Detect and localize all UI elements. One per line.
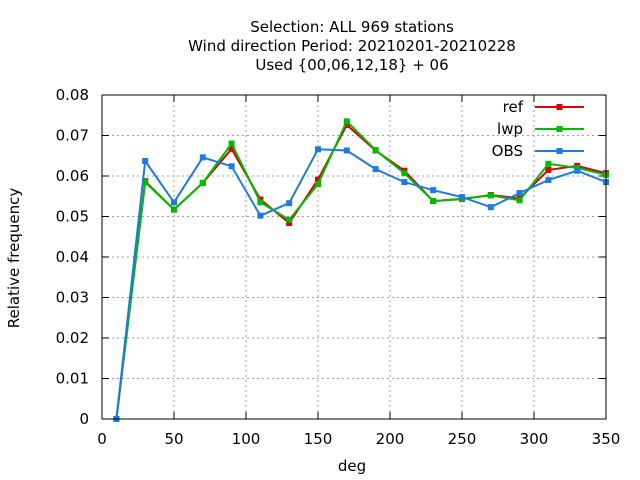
data-point-lwp [401,170,408,177]
x-tick-label: 200 [376,430,405,448]
legend-label-ref: ref [503,98,524,116]
legend-label-lwp: lwp [497,120,523,138]
series-OBS [113,146,609,422]
x-tick-label: 250 [448,430,477,448]
y-tick-label: 0.04 [56,248,89,266]
data-point-OBS [545,177,552,184]
plot-frame [101,94,607,420]
data-point-lwp [286,216,293,223]
x-tick-label: 150 [304,430,333,448]
data-point-ref [545,166,552,173]
grid-lines [102,95,606,419]
data-point-OBS [343,147,350,154]
data-point-lwp [487,192,494,199]
chart-title: Selection: ALL 969 stations Wind directi… [188,18,516,74]
x-tick-label: 300 [520,430,549,448]
legend-label-OBS: OBS [492,142,523,160]
x-axis-label: deg [338,457,366,475]
series-lwp [113,118,609,422]
data-point-lwp [516,197,523,204]
data-point-lwp [545,160,552,167]
series-line-OBS [115,148,607,420]
data-point-OBS [487,204,494,211]
title-line-3: Used {00,06,12,18} + 06 [255,56,448,74]
data-point-lwp [372,147,379,154]
y-tick-label: 0.03 [56,289,89,307]
x-tick-label: 50 [164,430,183,448]
data-point-lwp [430,198,437,205]
title-line-1: Selection: ALL 969 stations [250,18,454,36]
data-point-lwp [343,118,350,125]
x-tick-label: 100 [232,430,261,448]
x-tick-label: 0 [97,430,107,448]
data-point-ref [286,219,293,226]
data-point-ref [228,145,235,152]
data-point-lwp [228,140,235,147]
series-layer [113,118,609,422]
y-tick-label: 0.05 [56,208,89,226]
data-point-lwp [315,181,321,188]
data-point-OBS [171,199,177,206]
data-point-lwp [142,179,149,186]
series-line-lwp [115,119,607,420]
data-point-OBS [459,194,465,201]
y-tick-label: 0 [79,410,89,428]
y-tick-label: 0.07 [56,127,89,145]
data-point-OBS [574,167,581,174]
legend: ref lwp OBS [492,98,584,160]
y-axis-label: Relative frequency [5,188,23,329]
data-point-OBS [430,187,437,194]
data-point-OBS [257,212,264,219]
data-point-OBS [286,200,293,207]
data-point-OBS [315,146,321,153]
x-tick-label: 350 [592,430,621,448]
data-point-lwp [257,199,264,206]
data-point-OBS [516,190,523,197]
y-tick-label: 0.08 [56,86,89,104]
title-line-2: Wind direction Period: 20210201-20210228 [188,37,516,55]
data-point-ref [343,121,350,128]
data-point-lwp [171,206,177,213]
legend-marker-OBS [556,148,563,154]
data-point-OBS [142,158,149,165]
x-axis-ticks: 0 50 100 150 200 250 300 350 [97,95,620,448]
legend-marker-ref [556,104,563,110]
data-point-lwp [199,179,206,186]
data-point-OBS [401,179,408,186]
y-tick-label: 0.02 [56,329,89,347]
data-point-OBS [372,166,379,173]
y-tick-label: 0.01 [56,370,89,388]
y-axis-ticks: 0 0.01 0.02 0.03 0.04 0.05 0.06 0.07 0.08 [56,86,606,428]
y-tick-label: 0.06 [56,167,89,185]
data-point-OBS [199,154,206,161]
data-point-OBS [228,163,235,170]
legend-marker-lwp [556,126,563,132]
series-ref [113,121,609,422]
series-line-ref [115,123,607,420]
data-point-ref [315,176,321,183]
